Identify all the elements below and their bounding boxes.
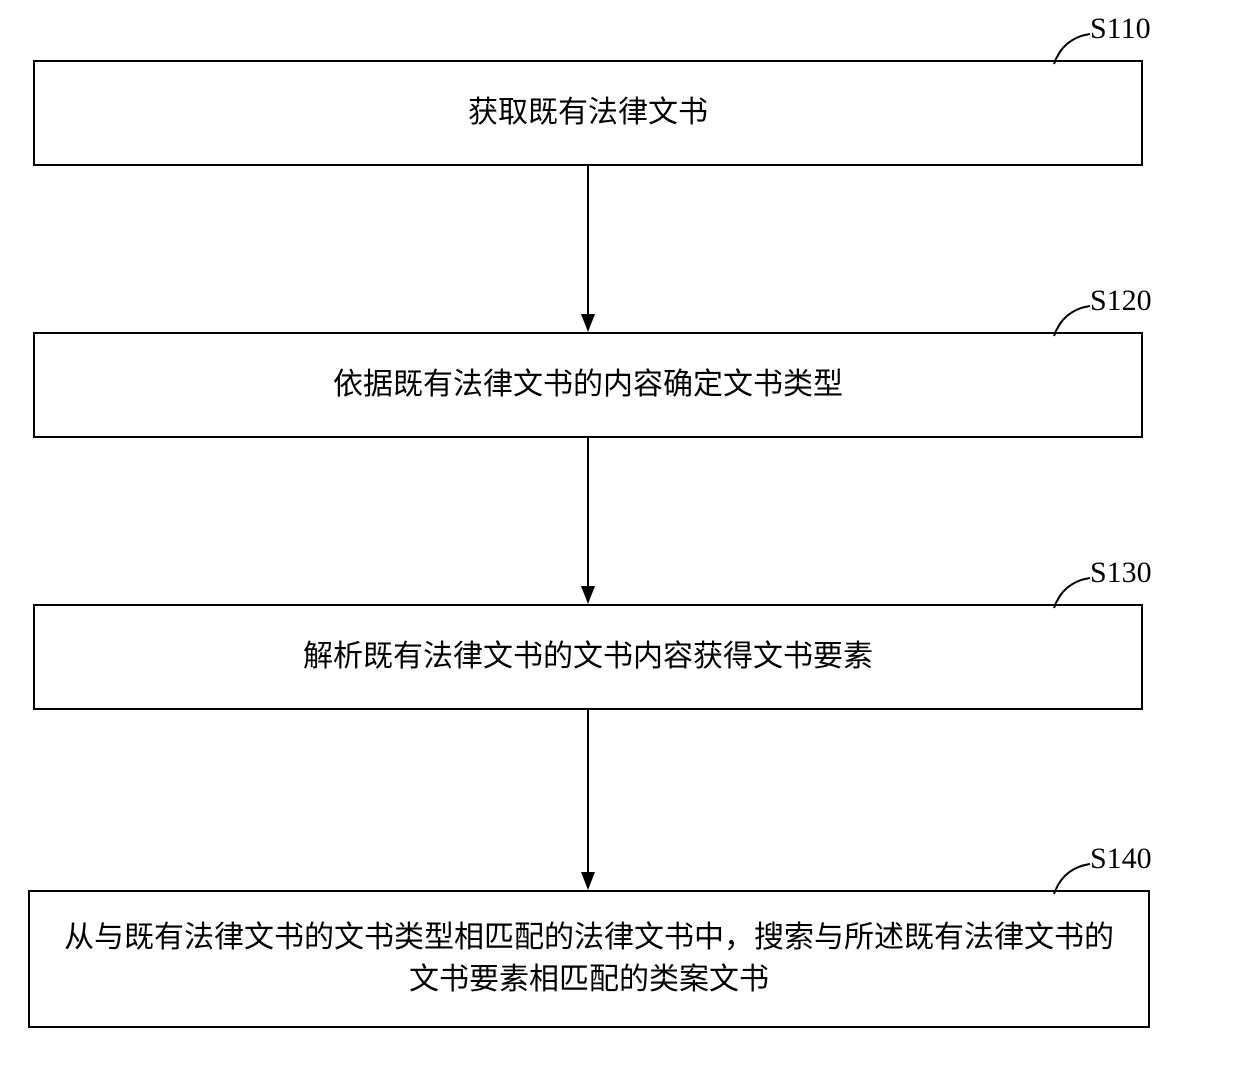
step-s130-label: S130 (1090, 556, 1152, 590)
arrow-s110-s120 (578, 166, 598, 332)
arrow-s130-s140 (578, 710, 598, 890)
step-s110: 获取既有法律文书 (33, 60, 1143, 166)
step-s130-text: 解析既有法律文书的文书内容获得文书要素 (303, 636, 873, 678)
step-s140-label: S140 (1090, 842, 1152, 876)
step-s120-curve (1045, 302, 1095, 342)
step-s110-curve (1045, 30, 1095, 70)
step-s140-curve (1045, 860, 1095, 900)
step-s120-label: S120 (1090, 284, 1152, 318)
step-s120: 依据既有法律文书的内容确定文书类型 (33, 332, 1143, 438)
step-s140-text: 从与既有法律文书的文书类型相匹配的法律文书中，搜索与所述既有法律文书的文书要素相… (50, 917, 1128, 1001)
arrow-s120-s130 (578, 438, 598, 604)
flowchart-container: 获取既有法律文书 S110 依据既有法律文书的内容确定文书类型 S120 解析既… (0, 0, 1240, 1067)
step-s130: 解析既有法律文书的文书内容获得文书要素 (33, 604, 1143, 710)
step-s130-curve (1045, 574, 1095, 614)
step-s110-text: 获取既有法律文书 (468, 92, 708, 134)
step-s120-text: 依据既有法律文书的内容确定文书类型 (333, 364, 843, 406)
step-s140: 从与既有法律文书的文书类型相匹配的法律文书中，搜索与所述既有法律文书的文书要素相… (28, 890, 1150, 1028)
step-s110-label: S110 (1090, 12, 1151, 46)
